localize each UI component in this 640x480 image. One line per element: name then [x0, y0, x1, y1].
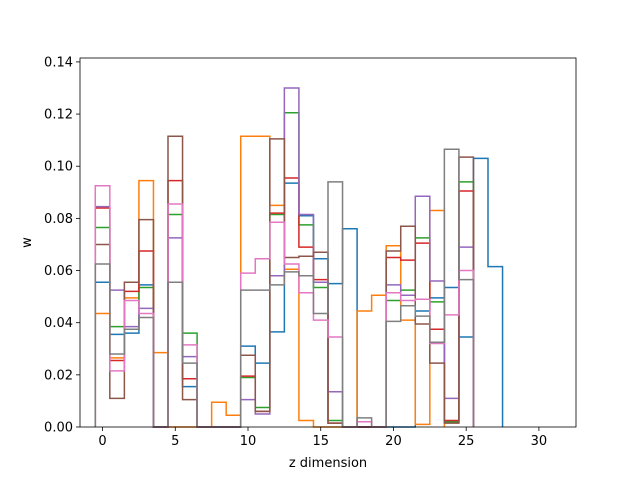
y-axis-ticks: 0.00 0.02 0.04 0.06 0.08 0.10 0.12 0.14	[44, 55, 80, 436]
series-line-8	[94, 148, 475, 428]
y-tick-label: 0.06	[44, 264, 73, 279]
series-marks	[94, 87, 504, 428]
x-axis-ticks: 0 5 10 15 20 25 30	[98, 427, 547, 449]
x-tick-label: 30	[531, 434, 548, 449]
x-tick-label: 10	[240, 434, 257, 449]
x-tick-label: 15	[312, 434, 329, 449]
y-tick-label: 0.10	[44, 160, 73, 175]
y-tick-label: 0.00	[44, 421, 73, 436]
y-tick-label: 0.02	[44, 368, 73, 383]
plot-frame	[79, 57, 577, 428]
x-tick-label: 25	[458, 434, 475, 449]
x-tick-label: 5	[171, 434, 179, 449]
x-axis-label: z dimension	[289, 456, 367, 471]
x-tick-label: 0	[98, 434, 106, 449]
x-tick-label: 20	[385, 434, 402, 449]
y-tick-label: 0.04	[44, 316, 73, 331]
y-tick-label: 0.14	[44, 55, 73, 70]
y-tick-label: 0.08	[44, 212, 73, 227]
y-tick-label: 0.12	[44, 108, 73, 123]
y-axis-label: w	[20, 237, 35, 248]
